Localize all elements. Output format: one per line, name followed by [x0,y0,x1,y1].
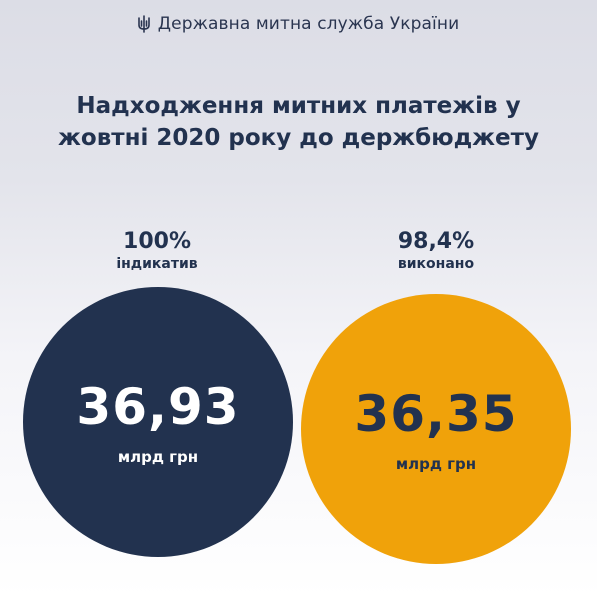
completed-label-group: 98,4% виконано [336,229,536,273]
indicative-label-group: 100% індикатив [57,229,257,273]
indicative-unit: млрд грн [117,448,199,466]
completed-value: 36,35 [354,385,518,443]
completed-percent: 98,4% [397,229,475,254]
indicative-value: 36,93 [76,378,240,436]
completed-bubble: 36,35 млрд грн [301,294,571,564]
indicative-percent: 100% [123,229,191,254]
completed-unit: млрд грн [395,455,477,473]
trident-icon [137,15,150,33]
indicative-bubble: 36,93 млрд грн [23,287,293,557]
header: Державна митна служба України [0,14,597,34]
org-name: Державна митна служба України [157,14,460,34]
indicative-label: індикатив [116,256,198,272]
completed-label: виконано [397,256,475,272]
chart-title: Надходження митних платежів у жовтні 202… [58,93,539,151]
